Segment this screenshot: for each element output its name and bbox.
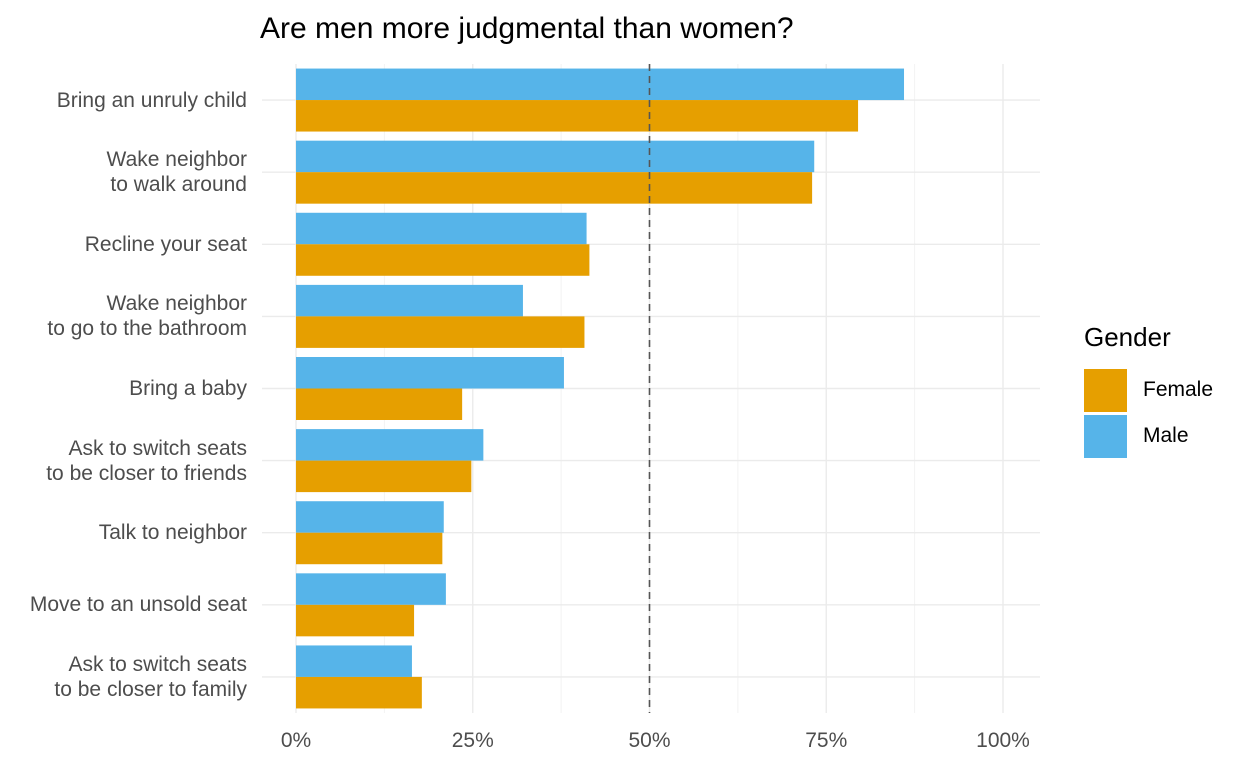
category-label: Bring an unruly child (56, 88, 247, 112)
bar-female (296, 676, 422, 709)
bar-female (296, 532, 443, 565)
bar-male (296, 284, 523, 317)
legend: Gender Female Male (1084, 322, 1213, 459)
bar-male (296, 140, 815, 173)
x-tick-label: 50% (628, 729, 671, 752)
bar-female (296, 100, 859, 132)
category-label: Bring a baby (129, 377, 247, 400)
category-label: Ask to switch seats to be closer to fami… (54, 652, 247, 701)
bar-female (296, 172, 813, 204)
bar-female (296, 388, 463, 420)
bar-female (296, 460, 472, 493)
chart-title: Are men more judgmental than women? (260, 12, 794, 45)
category-label: Talk to neighbor (98, 521, 247, 545)
x-tick-label: 0% (280, 729, 312, 752)
legend-key (1084, 414, 1127, 458)
legend-item: Female (1084, 367, 1213, 413)
x-tick-label: 25% (451, 729, 494, 752)
bar-female (296, 604, 415, 637)
category-label: Wake neighbor to go to the bathroom (47, 292, 247, 341)
category-label: Recline your seat (84, 232, 247, 256)
bar-male (296, 645, 412, 677)
legend-label: Male (1143, 424, 1189, 447)
legend-title: Gender (1084, 322, 1171, 352)
bar-male (296, 573, 446, 605)
legend-label: Female (1143, 378, 1214, 401)
bar-female (296, 244, 590, 276)
bar-male (296, 429, 484, 461)
legend-item: Male (1084, 413, 1213, 459)
legend-items: Female Male (1084, 367, 1213, 459)
x-tick-label: 75% (805, 729, 848, 752)
category-label: Move to an unsold seat (29, 593, 247, 617)
legend-key (1084, 368, 1127, 412)
category-label: Ask to switch seats to be closer to frie… (46, 436, 247, 485)
x-tick-label: 100% (976, 729, 1030, 752)
category-label: Wake neighbor to walk around (106, 148, 247, 197)
bar-male (296, 212, 587, 245)
bar-male (296, 501, 444, 533)
bar-male (296, 357, 564, 389)
bars (296, 68, 905, 709)
bar-female (296, 316, 585, 348)
bar-male (296, 68, 905, 101)
